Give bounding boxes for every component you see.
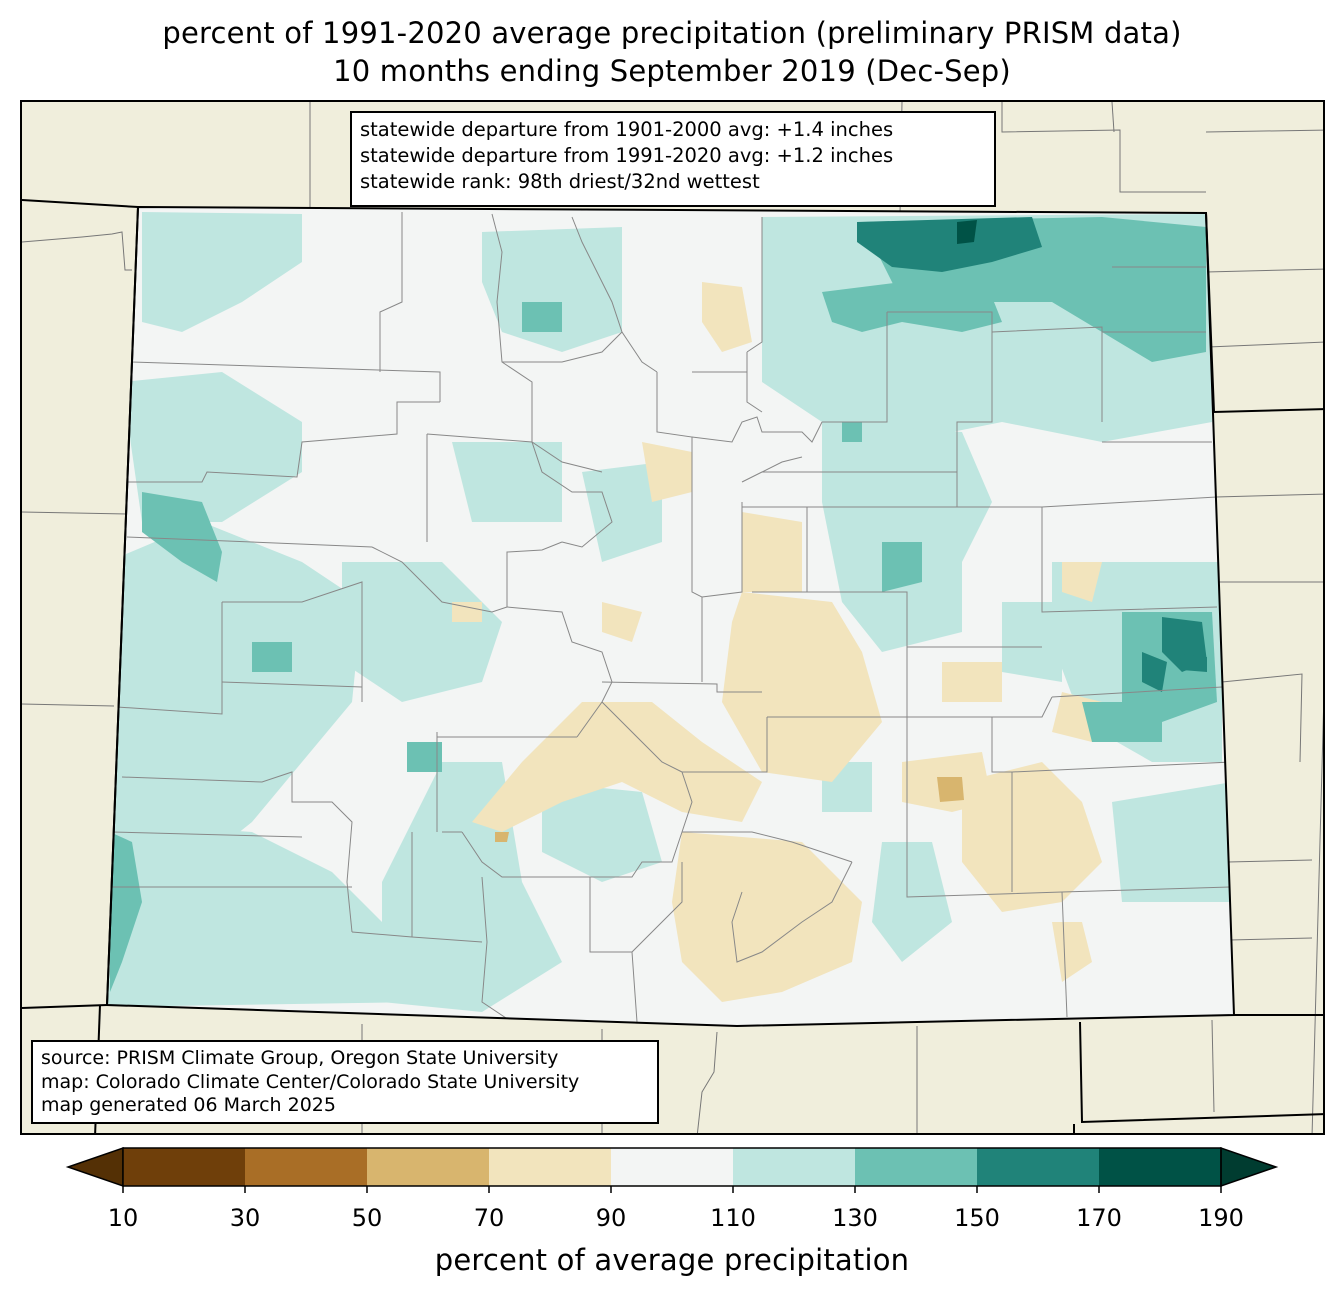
colorbar-label: percent of average precipitation [434,1243,910,1277]
source-credit-box: source: PRISM Climate Group, Oregon Stat… [31,1040,659,1124]
source-line: source: PRISM Climate Group, Oregon Stat… [41,1047,559,1069]
colorbar-tick-label: 130 [832,1204,878,1232]
colorbar-extend-low [65,1146,124,1188]
county-lines [111,212,1233,1023]
colorbar-bin-70-90 [489,1148,611,1186]
colorbar-extend-high [1220,1146,1279,1188]
colorbar-bin-150-170 [977,1148,1099,1186]
colorbar-tick-label: 70 [473,1204,505,1232]
colorbar [65,1146,1279,1193]
map-credit-line: map: Colorado Climate Center/Colorado St… [41,1070,580,1093]
colorbar-tick-label: 10 [107,1204,139,1232]
colorbar-tick-label: 190 [1198,1204,1244,1232]
precip-50-70-regions [495,777,964,842]
colorbar-bins [65,1146,1279,1193]
precip-110-130-regions [107,212,1232,1012]
colorbar-bin-90-110 [611,1148,733,1186]
map-panel [20,100,1325,1135]
neighbor-state-lines [22,102,1323,1133]
colorbar-tick-label: 170 [1076,1204,1122,1232]
colorbar-bin-170-190 [1099,1148,1221,1186]
statewide-rank: statewide rank: 98th driest/32nd wettest [360,170,760,193]
colorbar-bin-110-130 [733,1148,855,1186]
departure-1991-2020: statewide departure from 1991-2020 avg: … [360,144,894,167]
precip-150-170-regions [857,217,1207,692]
precipitation-map [22,102,1323,1133]
statewide-stats-box: statewide departure from 1901-2000 avg: … [350,111,996,207]
map-title-line1: percent of 1991-2020 average precipitati… [162,16,1182,50]
colorbar-bin-50-70 [367,1148,489,1186]
colorbar-tick-label: 150 [954,1204,1000,1232]
colorbar-bin-30-50 [245,1148,367,1186]
precip-70-90-regions [452,282,1102,1002]
colorbar-bin-130-150 [855,1148,977,1186]
precip-170-190-regions [957,220,977,244]
colorbar-tick-label: 30 [229,1204,261,1232]
colorbar-tick-label: 110 [710,1204,756,1232]
generated-date-line: map generated 06 March 2025 [41,1094,336,1116]
colorbar-tick-label: 50 [351,1204,383,1232]
precipitation-field [107,207,1234,1026]
state-boundaries [22,199,1323,1133]
colorbar-bin-10-30 [123,1148,245,1186]
colorbar-outline [122,1147,1222,1187]
departure-1901-2000: statewide departure from 1901-2000 avg: … [360,118,894,141]
colorbar-tick-label: 90 [595,1204,627,1232]
map-title-line2: 10 months ending September 2019 (Dec-Sep… [333,54,1011,88]
